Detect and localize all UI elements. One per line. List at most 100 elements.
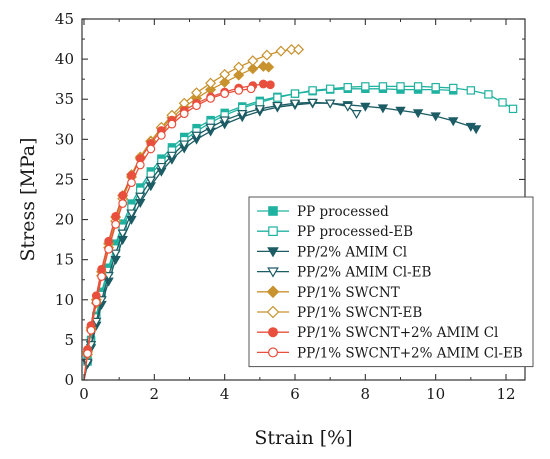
data-point (395, 106, 406, 116)
x-tick-label: 8 (361, 385, 371, 403)
legend-entry: PP processed-EB (257, 224, 413, 240)
series-2 (83, 82, 518, 381)
y-tick-label: 35 (55, 90, 74, 108)
axis-ticks: 0 2 4 6 8 10 12 0 5 10 15 20 25 30 35 40 45 (55, 10, 525, 403)
legend-label: PP/2% AMIM Cl-EB (297, 265, 432, 281)
data-point (361, 82, 370, 91)
data-point (156, 130, 166, 140)
data-point (430, 112, 441, 122)
series-layer (81, 43, 518, 381)
legend-label: PP/1% SWCNT (297, 285, 400, 301)
legend-marker (266, 285, 280, 299)
data-point (377, 104, 389, 114)
legend-marker (267, 267, 279, 278)
legend-entry: PP/1% SWCNT-EB (257, 305, 422, 321)
data-point (484, 90, 493, 99)
y-tick-label: 20 (55, 211, 74, 229)
data-point (470, 125, 482, 135)
legend-marker (266, 305, 280, 319)
data-point (111, 219, 121, 229)
data-point (343, 82, 352, 92)
x-tick-label: 12 (496, 385, 515, 403)
data-point (117, 229, 128, 239)
x-axis-label: Strain [%] (254, 427, 352, 449)
legend-label: PP/1% SWCNT-EB (297, 305, 422, 321)
y-tick-label: 25 (55, 170, 74, 188)
legend: PP processed PP processed-EB PP/2% AMIM Cl… (248, 196, 534, 368)
data-point (206, 94, 215, 103)
data-point (289, 99, 301, 109)
legend-entry: PP/1% SWCNT+2% AMIM Cl (257, 325, 498, 341)
y-tick-label: 0 (64, 371, 74, 389)
data-point (135, 160, 145, 170)
data-point (258, 79, 268, 89)
series-7 (83, 79, 275, 381)
data-point (126, 209, 137, 219)
data-point (192, 101, 201, 111)
y-tick-label: 15 (55, 251, 74, 269)
legend-marker (267, 347, 279, 358)
data-point (233, 61, 245, 73)
data-point (292, 43, 305, 56)
data-point (91, 297, 101, 307)
data-point (145, 176, 156, 186)
data-point (86, 325, 96, 335)
data-point (255, 98, 265, 107)
data-point (104, 244, 113, 254)
data-point (219, 76, 231, 88)
data-point (449, 83, 458, 93)
data-point (179, 140, 190, 150)
data-point (378, 82, 388, 91)
legend-label: PP processed-EB (297, 224, 413, 240)
data-point (508, 104, 518, 114)
data-point (275, 45, 287, 57)
data-point (191, 131, 202, 141)
data-point (342, 102, 353, 112)
x-tick-label: 10 (426, 385, 445, 403)
series-8 (83, 84, 256, 381)
data-point (233, 69, 245, 81)
data-point (261, 49, 273, 61)
y-tick-label: 5 (64, 331, 74, 349)
data-point (220, 89, 230, 98)
y-axis-label: Stress [MPa] (17, 137, 39, 261)
data-point (263, 61, 275, 73)
legend-box (248, 196, 534, 368)
data-point (146, 144, 156, 154)
legend-marker (267, 247, 279, 258)
data-point (272, 101, 283, 111)
legend-entry: PP/1% SWCNT (257, 285, 400, 301)
data-point (97, 272, 106, 281)
data-point (191, 87, 203, 99)
y-tick-label: 45 (55, 10, 74, 28)
legend-marker (268, 206, 278, 216)
data-point (219, 68, 231, 80)
data-point (448, 117, 459, 127)
y-tick-label: 30 (55, 130, 74, 148)
data-point (412, 109, 424, 119)
data-point (110, 249, 121, 259)
data-point (83, 349, 92, 358)
data-point (247, 63, 259, 75)
legend-entry: PP/2% AMIM Cl-EB (257, 265, 432, 281)
data-point (127, 178, 136, 188)
legend-marker (267, 327, 279, 338)
series-line (83, 85, 514, 381)
data-point (254, 105, 266, 115)
data-point (246, 84, 256, 94)
data-point (290, 89, 300, 98)
data-point (234, 86, 244, 95)
y-tick-label: 10 (55, 291, 74, 309)
legend-label: PP/2% AMIM Cl (297, 244, 407, 260)
x-tick-label: 0 (79, 385, 89, 403)
data-point (91, 317, 102, 327)
data-point (166, 151, 178, 161)
series-line (83, 88, 252, 381)
legend-entry: PP/1% SWCNT+2% AMIM Cl-EB (257, 345, 523, 361)
x-tick-label: 6 (290, 385, 300, 403)
data-point (466, 86, 476, 95)
data-point (325, 84, 335, 93)
legend-entry: PP/2% AMIM Cl (257, 244, 407, 260)
x-tick-label: 2 (150, 385, 160, 403)
